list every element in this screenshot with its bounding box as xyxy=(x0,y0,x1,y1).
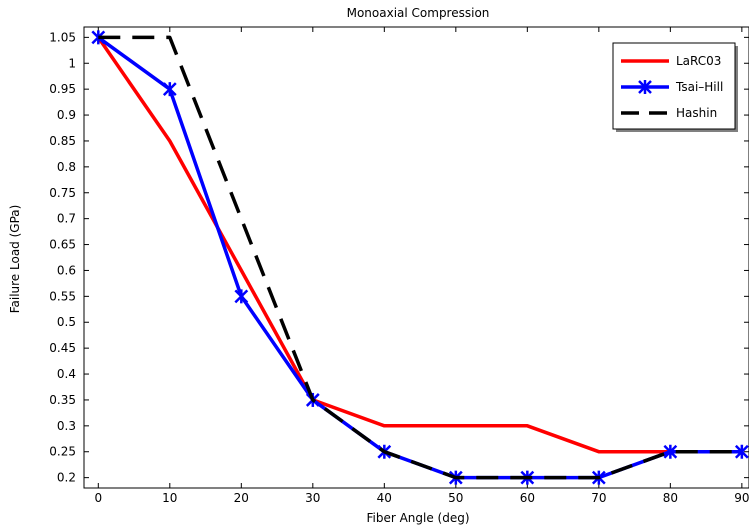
x-tick-label: 40 xyxy=(377,491,392,505)
x-tick-label: 20 xyxy=(234,491,249,505)
y-tick-label: 0.8 xyxy=(57,160,76,174)
series-layer xyxy=(91,30,749,485)
x-axis-label: Fiber Angle (deg) xyxy=(366,511,469,525)
x-tick-label: 60 xyxy=(520,491,535,505)
y-tick-label: 0.45 xyxy=(49,341,76,355)
x-tick-label: 90 xyxy=(734,491,749,505)
marker-stroke xyxy=(734,444,749,459)
y-tick-label: 1 xyxy=(68,56,76,70)
marker-stroke xyxy=(234,289,249,304)
y-tick-label: 1.05 xyxy=(49,30,76,44)
legend: LaRC03 Tsai–Hill Hashin xyxy=(612,42,738,132)
series-line-hashin xyxy=(98,35,742,480)
y-axis-label: Failure Load (GPa) xyxy=(8,205,22,314)
y-tick-label: 0.6 xyxy=(57,263,76,277)
x-tick-label: 10 xyxy=(162,491,177,505)
data-point-tsai-hill xyxy=(162,82,177,97)
y-tick-label: 0.2 xyxy=(57,471,76,485)
x-tick-label: 80 xyxy=(663,491,678,505)
plot-frame xyxy=(83,26,749,489)
data-point-tsai-hill xyxy=(663,444,678,459)
data-point-tsai-hill xyxy=(734,444,749,459)
y-tick-label: 0.75 xyxy=(49,186,76,200)
y-tick-label: 0.95 xyxy=(49,82,76,96)
y-tick-label: 0.5 xyxy=(57,315,76,329)
series-line-larc03 xyxy=(96,36,742,454)
x-tick-label: 50 xyxy=(448,491,463,505)
x-tick-label: 0 xyxy=(94,491,102,505)
y-tick-label: 0.25 xyxy=(49,445,76,459)
axis-ticks: 0 10 20 30 40 50 60 70 80 90 0.2 0.25 0.3 0.35 0.4 0.45… xyxy=(49,27,749,505)
legend-label-hashin: Hashin xyxy=(676,106,717,120)
y-tick-label: 0.7 xyxy=(57,212,76,226)
y-tick-label: 0.65 xyxy=(49,238,76,252)
chart-title: Monoaxial Compression xyxy=(347,6,490,20)
marker-stroke xyxy=(663,444,678,459)
marker-stroke xyxy=(162,82,177,97)
y-tick-label: 0.4 xyxy=(57,367,76,381)
y-tick-label: 0.85 xyxy=(49,134,76,148)
data-point-tsai-hill xyxy=(234,289,249,304)
y-tick-label: 0.9 xyxy=(57,108,76,122)
x-tick-label: 70 xyxy=(591,491,606,505)
x-tick-label: 30 xyxy=(305,491,320,505)
y-tick-label: 0.3 xyxy=(57,419,76,433)
marker-stroke xyxy=(638,80,652,94)
y-tick-label: 0.35 xyxy=(49,393,76,407)
legend-marker-tsai-hill xyxy=(638,80,652,94)
legend-label-tsai-hill: Tsai–Hill xyxy=(675,80,723,94)
y-tick-label: 0.55 xyxy=(49,289,76,303)
legend-label-larc03: LaRC03 xyxy=(676,54,721,68)
